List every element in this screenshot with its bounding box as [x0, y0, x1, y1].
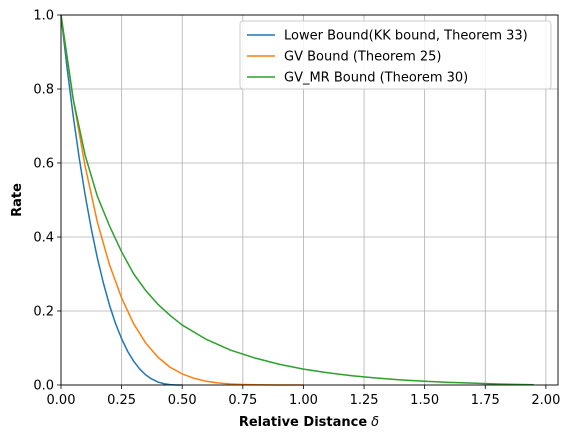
y-tick-label: 1.0: [33, 9, 54, 24]
x-tick-label: 0.00: [47, 393, 76, 408]
legend-label-2: GV Bound (Theorem 25): [284, 50, 442, 65]
series-line-1: [60, 14, 183, 386]
series-line-3: [60, 14, 534, 386]
x-tick-label: 1.50: [410, 393, 439, 408]
plot-frame: [60, 14, 559, 386]
y-axis-ticks: 0.0 0.2 0.4 0.6 0.8 1.0: [33, 9, 61, 394]
x-axis-title: Relative Distance δ: [239, 415, 379, 430]
x-axis-ticks: 0.00 0.25 0.50 0.75 1.00 1.25 1.50 1.75 2.00: [47, 385, 560, 408]
x-tick-label: 0.50: [168, 393, 197, 408]
x-tick-label: 0.75: [228, 393, 257, 408]
x-tick-label: 0.25: [107, 393, 136, 408]
x-axis-title-symbol: δ: [371, 415, 379, 430]
legend-label-3: GV_MR Bound (Theorem 30): [284, 71, 468, 86]
y-tick-label: 0.6: [33, 157, 54, 172]
legend-box: [239, 20, 552, 90]
x-tick-label: 1.75: [471, 393, 500, 408]
x-tick-label: 2.00: [531, 393, 560, 408]
legend-label-1: Lower Bound(KK bound, Theorem 33): [284, 29, 528, 44]
y-tick-label: 0.2: [33, 305, 54, 320]
y-tick-label: 0.0: [33, 379, 54, 394]
y-tick-label: 0.8: [33, 83, 54, 98]
legend: Lower Bound(KK bound, Theorem 33) GV Boun…: [239, 20, 552, 90]
x-tick-label: 1.25: [350, 393, 379, 408]
x-axis-title-text: Relative Distance: [239, 415, 367, 430]
y-tick-label: 0.4: [33, 231, 54, 246]
x-tick-label: 1.00: [289, 393, 318, 408]
y-axis-title: Rate: [10, 183, 25, 217]
